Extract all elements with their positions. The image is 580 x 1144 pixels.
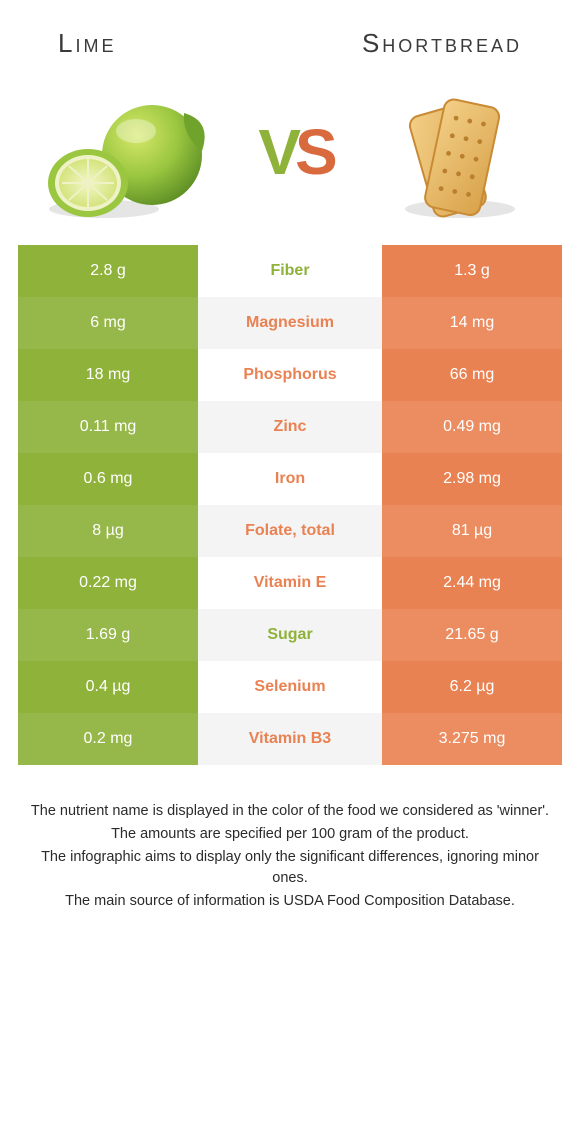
value-right: 2.44 mg [382,557,562,609]
footnote-line: The main source of information is USDA F… [30,891,550,912]
value-right: 0.49 mg [382,401,562,453]
infographic-root: Lime Shortbread [0,0,580,1144]
lime-image [44,77,214,227]
shortbread-image [376,77,536,227]
table-row: 2.8 gFiber1.3 g [18,245,562,297]
vs-s: S [295,116,332,188]
hero-row: VS [18,69,562,245]
vs-v: V [258,116,295,188]
value-right: 2.98 mg [382,453,562,505]
value-right: 66 mg [382,349,562,401]
titles-row: Lime Shortbread [18,0,562,69]
value-left: 0.22 mg [18,557,198,609]
title-right: Shortbread [362,28,522,59]
value-left: 0.4 µg [18,661,198,713]
footnote-line: The infographic aims to display only the… [30,847,550,889]
value-left: 2.8 g [18,245,198,297]
value-right: 14 mg [382,297,562,349]
table-row: 0.6 mgIron2.98 mg [18,453,562,505]
nutrient-label: Folate, total [198,505,382,557]
nutrient-label: Magnesium [198,297,382,349]
value-right: 3.275 mg [382,713,562,765]
nutrient-label: Fiber [198,245,382,297]
table-row: 8 µgFolate, total81 µg [18,505,562,557]
title-left: Lime [58,28,116,59]
nutrient-label: Zinc [198,401,382,453]
footnote-line: The amounts are specified per 100 gram o… [30,824,550,845]
value-right: 81 µg [382,505,562,557]
table-row: 18 mgPhosphorus66 mg [18,349,562,401]
value-left: 0.2 mg [18,713,198,765]
value-left: 0.11 mg [18,401,198,453]
table-row: 6 mgMagnesium14 mg [18,297,562,349]
value-right: 1.3 g [382,245,562,297]
comparison-table: 2.8 gFiber1.3 g6 mgMagnesium14 mg18 mgPh… [18,245,562,765]
nutrient-label: Selenium [198,661,382,713]
footnote-line: The nutrient name is displayed in the co… [30,801,550,822]
nutrient-label: Vitamin B3 [198,713,382,765]
nutrient-label: Iron [198,453,382,505]
table-row: 0.11 mgZinc0.49 mg [18,401,562,453]
table-row: 0.22 mgVitamin E2.44 mg [18,557,562,609]
vs-label: VS [258,115,331,189]
footnotes: The nutrient name is displayed in the co… [18,765,562,912]
value-left: 0.6 mg [18,453,198,505]
value-left: 18 mg [18,349,198,401]
nutrient-label: Phosphorus [198,349,382,401]
nutrient-label: Vitamin E [198,557,382,609]
value-right: 6.2 µg [382,661,562,713]
value-left: 1.69 g [18,609,198,661]
value-left: 8 µg [18,505,198,557]
table-row: 1.69 gSugar21.65 g [18,609,562,661]
value-left: 6 mg [18,297,198,349]
table-row: 0.2 mgVitamin B33.275 mg [18,713,562,765]
nutrient-label: Sugar [198,609,382,661]
value-right: 21.65 g [382,609,562,661]
table-row: 0.4 µgSelenium6.2 µg [18,661,562,713]
